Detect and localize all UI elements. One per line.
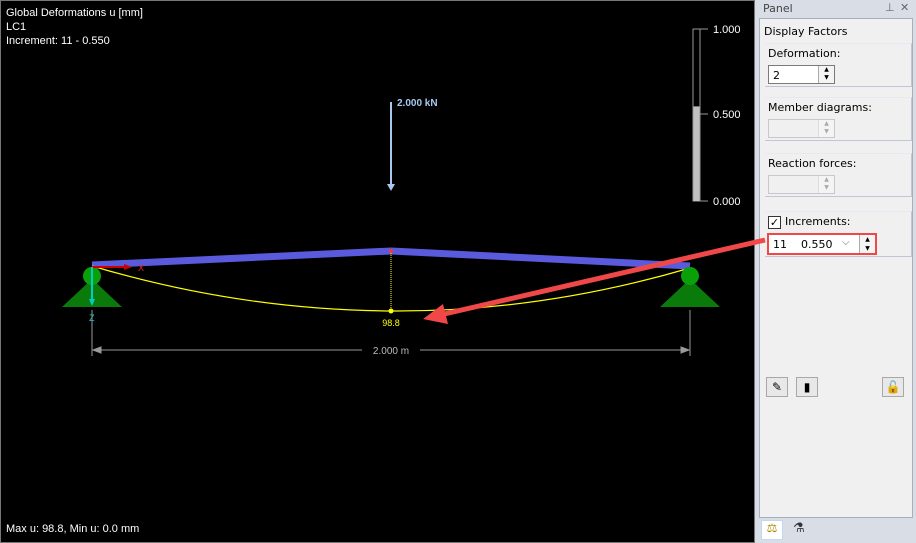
- microscope-tab-icon[interactable]: ⚗: [793, 521, 805, 536]
- unlock-icon[interactable]: 🔓: [882, 377, 904, 397]
- load-label: 2.000 kN: [397, 98, 438, 109]
- balance-tab-icon[interactable]: ⚖: [761, 520, 783, 540]
- scale-label-min: 0.000: [713, 196, 741, 208]
- reaction-forces-group: Reaction forces: ▲ ▼: [765, 153, 912, 197]
- section-heading: Display Factors: [764, 25, 848, 38]
- dimension-line: [91, 310, 691, 356]
- scale-label-max: 1.000: [713, 24, 741, 36]
- load-case: LC1: [6, 21, 27, 33]
- member-diagrams-label: Member diagrams:: [768, 101, 872, 114]
- load-arrow: [387, 102, 395, 191]
- member-diagrams-spinner[interactable]: ▲ ▼: [768, 119, 835, 138]
- increment-scale-bar: [692, 28, 708, 202]
- panel-title: Panel: [763, 2, 793, 15]
- graphics-viewport[interactable]: Global Deformations u [mm] LC1 Increment…: [0, 0, 755, 543]
- scale-label-mid: 0.500: [713, 109, 741, 121]
- deformation-spinner[interactable]: 2 ▲ ▼: [768, 65, 835, 84]
- member-diagrams-group: Member diagrams: ▲ ▼: [765, 97, 912, 141]
- deformation-group: Deformation: 2 ▲ ▼: [765, 43, 912, 87]
- dimension-label: 2.000 m: [373, 346, 409, 357]
- increments-dropdown[interactable]: 11 0.550 ⌵ ▲ ▼: [767, 233, 877, 255]
- spin-arrows-icon[interactable]: ▲ ▼: [859, 235, 875, 253]
- chevron-down-icon[interactable]: ⌵: [842, 237, 850, 248]
- mid-node[interactable]: [389, 249, 393, 253]
- panel: Panel ⊥ ✕ Display Factors Deformation: 2…: [755, 0, 916, 543]
- reaction-forces-spinner[interactable]: ▲ ▼: [768, 175, 835, 194]
- max-deformation-point: [388, 308, 394, 314]
- copy-settings-icon[interactable]: ▮: [796, 377, 818, 397]
- axis-z-arrow: [89, 267, 95, 306]
- support-right[interactable]: [660, 267, 720, 307]
- axis-x-arrow: [92, 264, 132, 270]
- deformation-value: 2: [773, 69, 780, 82]
- reaction-forces-label: Reaction forces:: [768, 157, 857, 170]
- close-icon[interactable]: ✕: [900, 1, 910, 14]
- edit-icon[interactable]: ✎: [766, 377, 788, 397]
- result-title: Global Deformations u [mm]: [6, 7, 143, 19]
- spin-arrows-icon[interactable]: ▲ ▼: [818, 66, 834, 83]
- pin-icon[interactable]: ⊥: [885, 1, 895, 14]
- deformed-shape: [91, 265, 691, 312]
- increments-checkbox[interactable]: ✓: [768, 216, 781, 229]
- deformation-label: Deformation:: [768, 47, 841, 60]
- spin-arrows-icon[interactable]: ▲ ▼: [818, 176, 834, 193]
- increments-label: Increments:: [785, 215, 851, 228]
- axis-x-label: X: [138, 263, 144, 273]
- increment-index: 11: [773, 238, 787, 251]
- increment-info: Increment: 11 - 0.550: [6, 35, 110, 47]
- spin-arrows-icon[interactable]: ▲ ▼: [818, 120, 834, 137]
- deformation-label: 98.8: [382, 318, 400, 328]
- scale-fill: [693, 106, 700, 201]
- increment-value: 0.550: [801, 238, 833, 251]
- status-max-min: Max u: 98.8, Min u: 0.0 mm: [6, 523, 140, 535]
- increments-group: ✓ Increments: 11 0.550 ⌵ ▲ ▼: [765, 211, 912, 257]
